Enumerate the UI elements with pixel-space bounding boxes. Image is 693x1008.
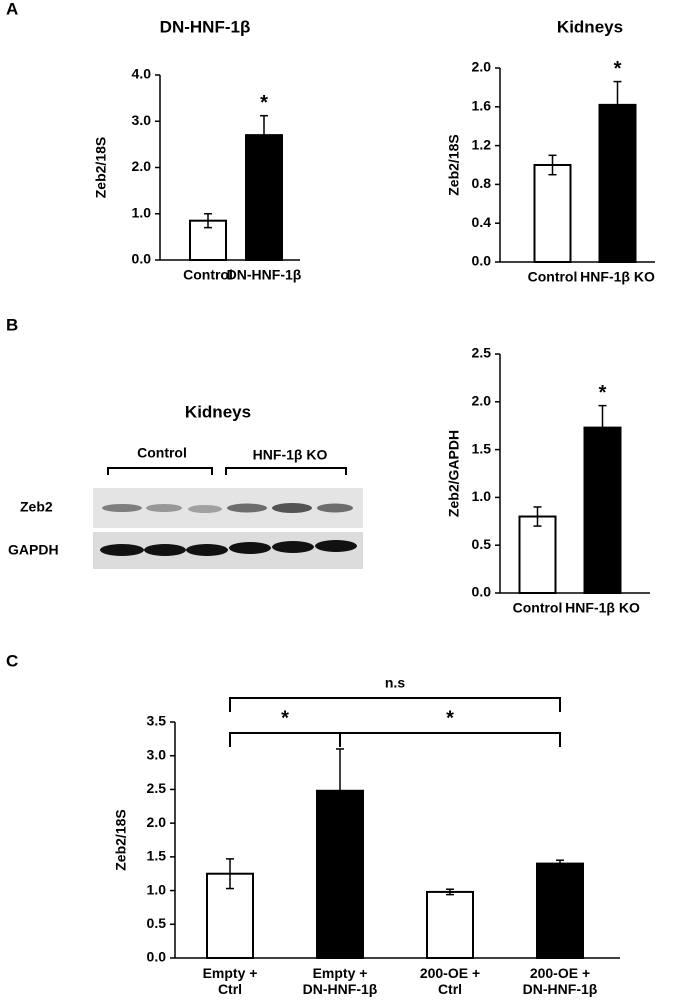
y-tick-label: 1.0	[472, 488, 492, 504]
error-bar	[613, 80, 622, 129]
blot-row-label: GAPDH	[8, 542, 59, 558]
comparison-label: *	[281, 707, 289, 729]
y-tick-label: 2.5	[147, 780, 167, 796]
y-tick-label: 0.5	[147, 915, 167, 931]
comparison-bracket	[229, 697, 561, 712]
blot-row-label: Zeb2	[20, 499, 53, 515]
y-tick-label: 0.8	[472, 175, 492, 191]
error-bar	[226, 858, 234, 890]
bar	[533, 164, 572, 263]
x-tick-label: Empty + Ctrl	[203, 965, 258, 997]
y-tick-label: 2.0	[472, 393, 492, 409]
error-bar	[260, 114, 268, 156]
panel-letter: B	[6, 315, 18, 334]
y-tick-label: 1.5	[472, 440, 492, 456]
y-tick-label: 0.0	[472, 253, 492, 269]
significance: *	[260, 92, 268, 114]
panel-letter: C	[6, 651, 18, 670]
comparison-label: n.s	[385, 675, 405, 691]
y-tick-label: 3.5	[147, 713, 167, 729]
y-axis-label: Zeb2/18S	[446, 134, 462, 195]
x-tick-label: 200-OE + Ctrl	[420, 965, 480, 997]
bar	[245, 134, 283, 261]
y-tick-label: 1.0	[147, 881, 167, 897]
bar	[598, 103, 637, 263]
bar	[518, 515, 557, 595]
y-tick-label: 1.5	[147, 848, 167, 864]
y-tick-label: 0.0	[147, 949, 167, 965]
error-bar	[533, 506, 542, 527]
bar	[189, 219, 227, 261]
y-tick-label: 4.0	[132, 66, 152, 82]
y-axis-label: Zeb2/18S	[93, 137, 109, 198]
significance: *	[599, 382, 607, 404]
x-tick-label: Control	[513, 600, 563, 616]
panel-letter: A	[6, 0, 18, 18]
chart-title: Kidneys	[557, 17, 623, 36]
comparison-bracket	[229, 732, 341, 747]
y-tick-label: 1.6	[472, 98, 492, 114]
bar	[536, 862, 584, 959]
y-tick-label: 1.2	[472, 136, 492, 152]
blot-group: HNF-1β KO	[253, 447, 328, 463]
y-tick-label: 2.5	[472, 345, 492, 361]
x-tick-label: Empty + DN-HNF-1β	[303, 965, 378, 997]
blot-title: Kidneys	[185, 402, 251, 421]
x-tick-label: 200-OE + DN-HNF-1β	[523, 965, 598, 997]
error-bar	[556, 859, 564, 868]
x-tick-label: DN-HNF-1β	[227, 267, 302, 283]
y-tick-label: 2.0	[132, 158, 152, 174]
x-tick-label: Control	[183, 267, 233, 283]
error-bar	[446, 888, 454, 896]
comparison-label: *	[446, 707, 454, 729]
group-bracket	[107, 467, 213, 475]
y-tick-label: 1.0	[132, 204, 152, 220]
error-bar	[336, 748, 344, 834]
group-bracket	[225, 467, 347, 475]
bar	[426, 890, 474, 959]
y-tick-label: 0.0	[472, 584, 492, 600]
blot-group: Control	[137, 445, 187, 461]
y-tick-label: 0.4	[472, 214, 492, 230]
y-tick-label: 2.0	[147, 814, 167, 830]
x-tick-label: HNF-1β KO	[580, 269, 655, 285]
error-bar	[548, 154, 557, 176]
y-axis-label: Zeb2/GAPDH	[446, 430, 462, 517]
y-tick-label: 0.0	[132, 251, 152, 267]
error-bar	[204, 213, 212, 229]
error-bar	[598, 404, 607, 451]
significance: *	[614, 58, 622, 80]
bar	[583, 426, 622, 594]
chart-title: DN-HNF-1β	[160, 17, 251, 36]
x-tick-label: HNF-1β KO	[565, 600, 640, 616]
blot-bands	[100, 503, 357, 556]
y-axis-label: Zeb2/18S	[113, 809, 129, 870]
comparison-bracket	[339, 732, 561, 747]
x-tick-label: Control	[528, 269, 578, 285]
y-tick-label: 3.0	[147, 746, 167, 762]
y-tick-label: 3.0	[132, 112, 152, 128]
y-tick-label: 0.5	[472, 536, 492, 552]
y-tick-label: 2.0	[472, 59, 492, 75]
